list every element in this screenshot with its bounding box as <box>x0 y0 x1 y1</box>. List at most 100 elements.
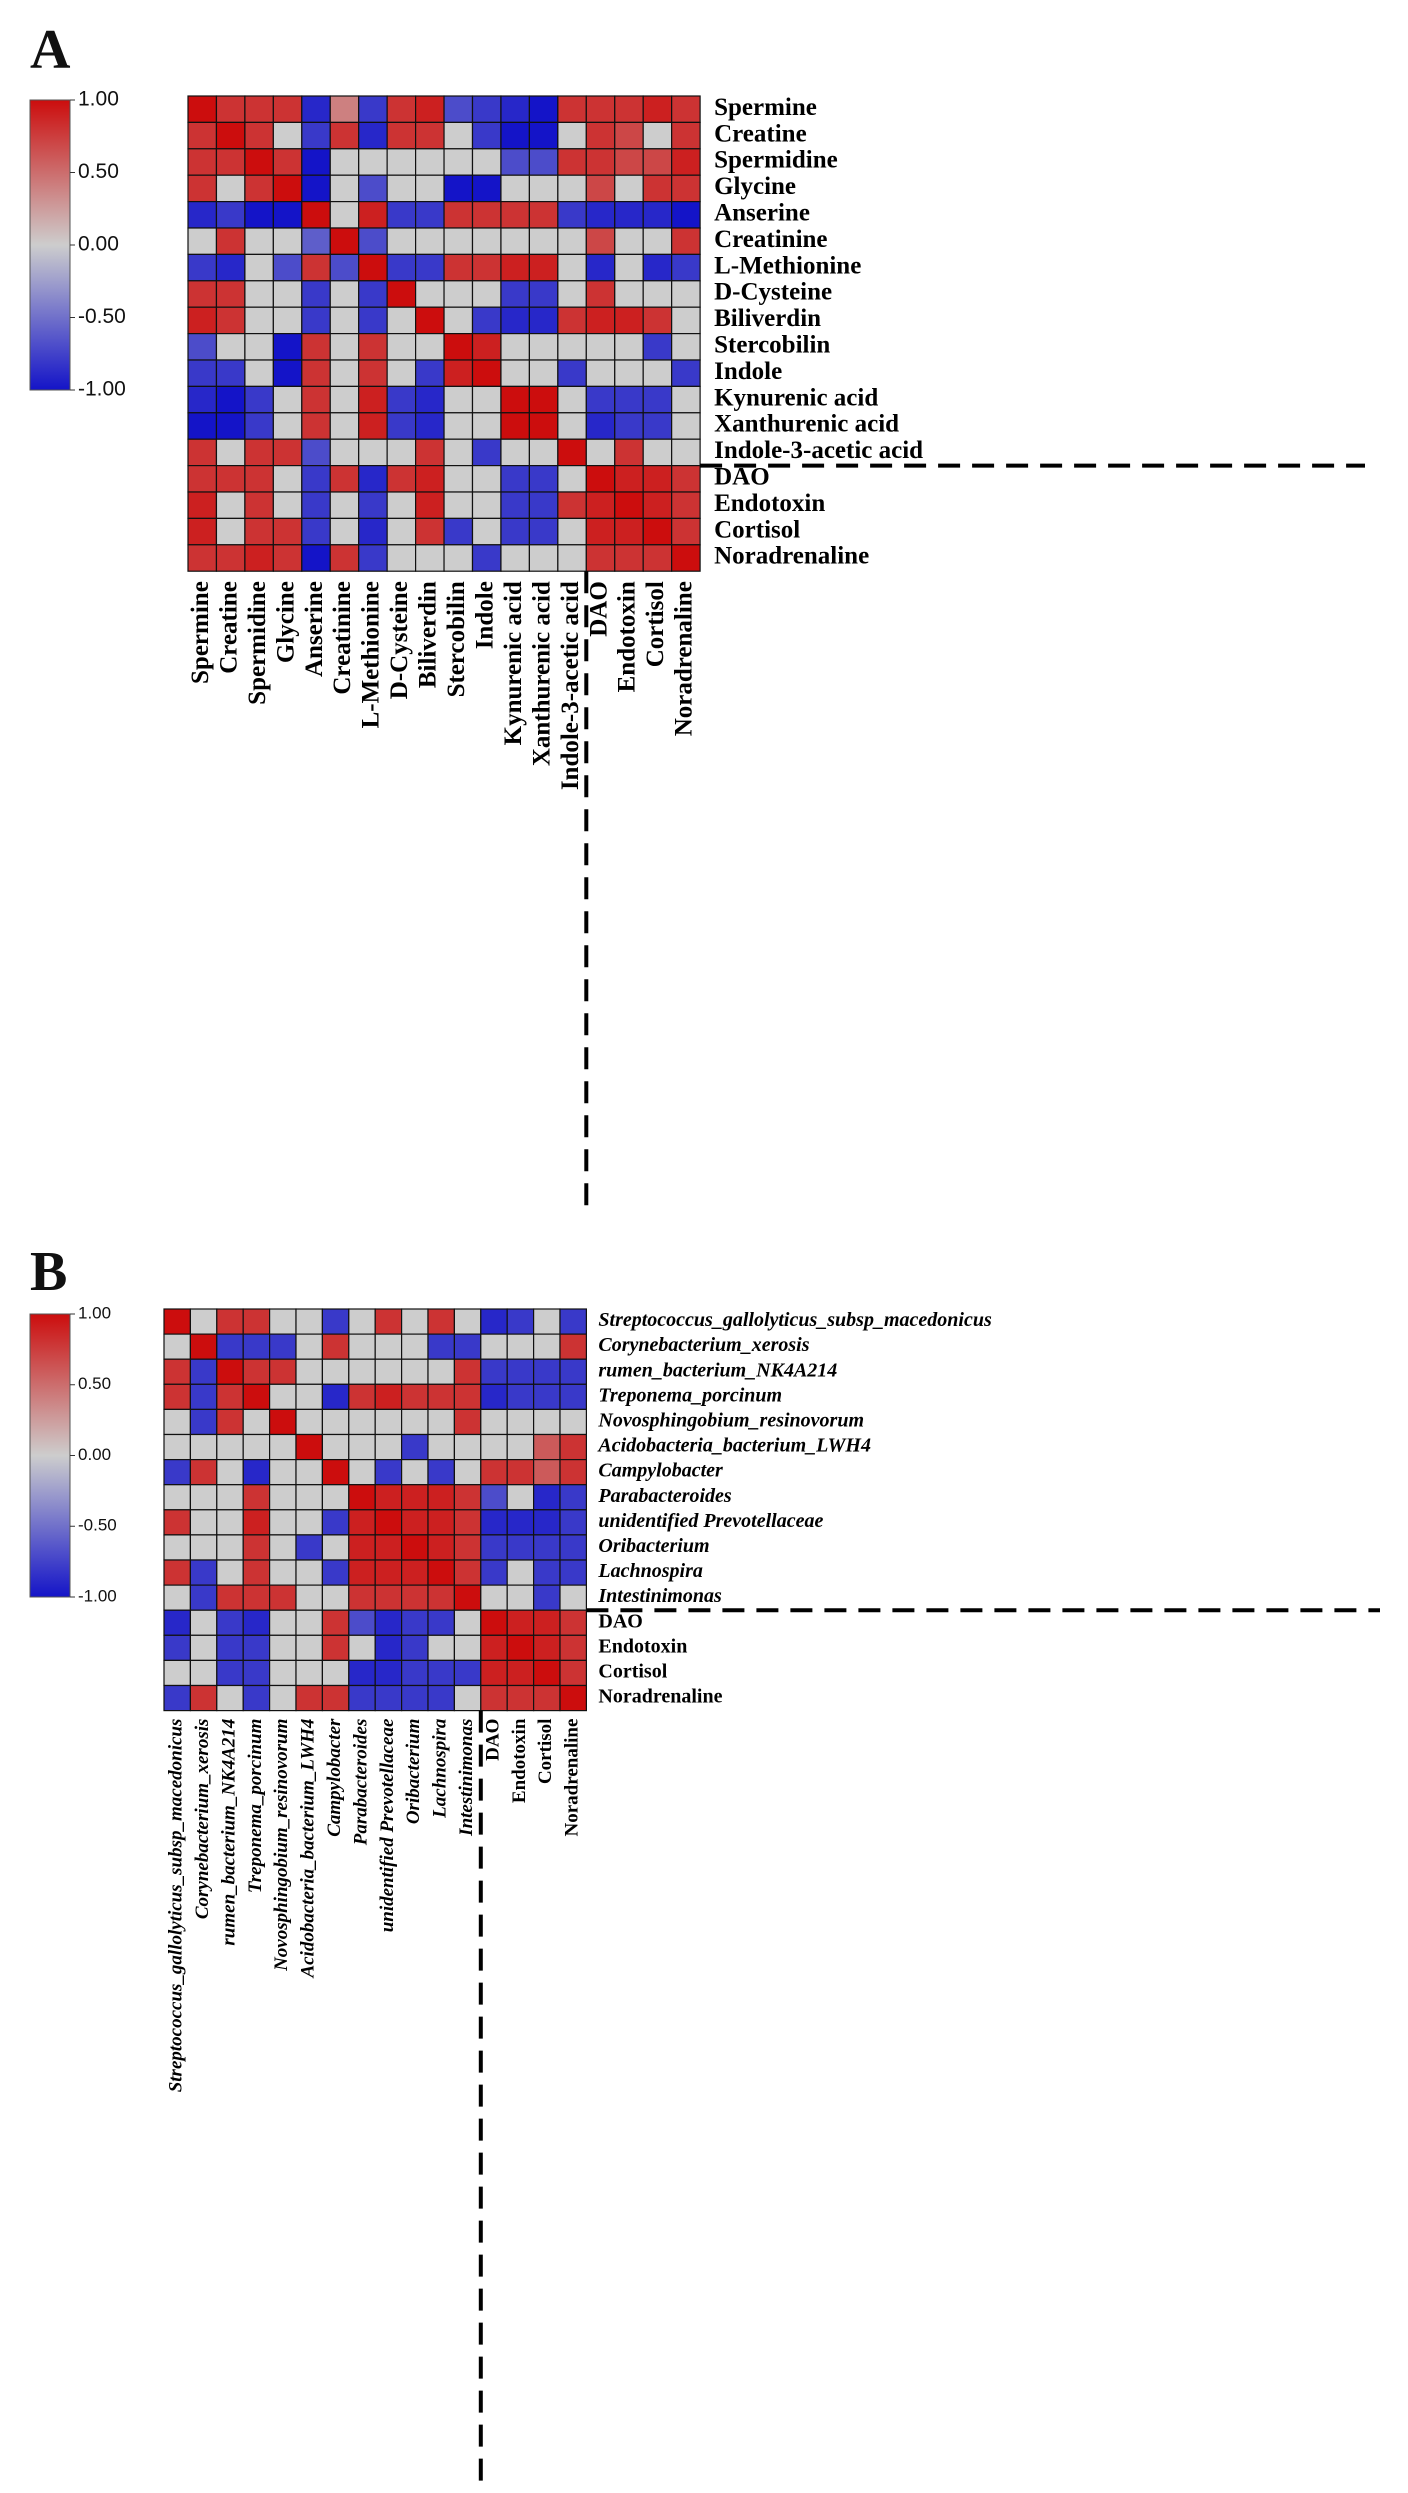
heatmap-cell-b-9-11 <box>453 1534 482 1561</box>
heatmap-cell-b-10-10 <box>427 1559 455 1586</box>
heatmap-cell-b-7-5 <box>295 1484 323 1511</box>
heatmap-cell-a-7-17 <box>671 280 701 308</box>
heatmap-cell-a-9-4 <box>301 333 331 361</box>
heatmap-cell-a-1-11 <box>500 121 531 150</box>
heatmap-cell-a-0-5 <box>329 95 360 123</box>
heatmap-cell-b-1-7 <box>348 1333 376 1360</box>
heatmap-cell-a-0-6 <box>358 95 388 123</box>
col-label-a-dao: DAO <box>585 581 612 637</box>
heatmap-cell-b-7-9 <box>401 1484 429 1511</box>
heatmap-cell-a-6-11 <box>500 253 531 282</box>
heatmap-cell-a-3-7 <box>386 174 417 203</box>
heatmap-cell-a-2-11 <box>500 148 531 176</box>
heatmap-cell-b-5-10 <box>427 1433 455 1461</box>
heatmap-cell-a-5-6 <box>358 227 388 255</box>
heatmap-cell-a-9-17 <box>671 333 701 361</box>
heatmap-cell-a-4-9 <box>443 201 474 229</box>
heatmap-cell-a-1-0 <box>187 121 218 150</box>
heatmap-cell-b-15-4 <box>269 1684 297 1712</box>
heatmap-cell-a-9-2 <box>244 333 274 361</box>
heatmap-cell-b-9-7 <box>348 1534 376 1561</box>
heatmap-cell-a-12-7 <box>386 412 417 440</box>
heatmap-cell-b-1-11 <box>453 1333 482 1360</box>
row-label-a-xanthurenic-acid: Xanthurenic acid <box>714 411 899 438</box>
heatmap-cell-a-14-2 <box>244 465 274 493</box>
col-label-b-rumen-bacterium-nk4a214: rumen_bacterium_NK4A214 <box>218 1719 239 1946</box>
heatmap-cell-a-5-10 <box>471 227 502 255</box>
heatmap-cell-a-7-8 <box>415 280 445 308</box>
heatmap-cell-a-8-14 <box>585 306 616 335</box>
heatmap-cell-a-9-10 <box>471 333 502 361</box>
row-label-a-d-cysteine: D-Cysteine <box>714 279 832 306</box>
heatmap-cell-a-13-1 <box>215 438 246 467</box>
heatmap-cell-a-9-5 <box>329 333 360 361</box>
heatmap-cell-a-10-10 <box>471 359 502 387</box>
heatmap-cell-b-9-5 <box>295 1534 323 1561</box>
heatmap-cell-a-9-3 <box>272 333 303 361</box>
heatmap-cell-a-5-7 <box>386 227 417 255</box>
heatmap-cell-a-15-3 <box>272 491 303 519</box>
heatmap-cell-a-4-5 <box>329 201 360 229</box>
heatmap-cell-a-6-7 <box>386 253 417 282</box>
heatmap-cell-b-0-7 <box>348 1308 376 1335</box>
heatmap-cell-b-9-0 <box>163 1534 191 1561</box>
heatmap-cell-b-14-4 <box>269 1659 297 1687</box>
panel-a-heatmap: SpermineCreatineSpermidineGlycineAnserin… <box>187 94 1365 1215</box>
heatmap-cell-a-15-7 <box>386 491 417 519</box>
heatmap-cell-a-16-15 <box>614 517 644 546</box>
col-label-b-novosphingobium-resinovorum: Novosphingobium_resinovorum <box>271 1719 292 1972</box>
heatmap-cell-a-10-11 <box>500 359 531 387</box>
heatmap-cell-b-1-2 <box>216 1333 244 1360</box>
colorbar-tick-label-b-0: 1.00 <box>78 1303 111 1322</box>
row-label-a-indole-3-acetic-acid: Indole-3-acetic acid <box>714 437 923 464</box>
heatmap-cell-b-2-11 <box>453 1358 482 1385</box>
heatmap-cell-a-17-16 <box>642 544 673 572</box>
heatmap-cell-b-9-6 <box>321 1534 350 1561</box>
heatmap-cell-a-3-1 <box>215 174 246 203</box>
heatmap-cell-a-0-2 <box>244 95 274 123</box>
heatmap-cell-a-4-14 <box>585 201 616 229</box>
heatmap-cell-a-5-9 <box>443 227 474 255</box>
heatmap-cell-a-15-0 <box>187 491 218 519</box>
heatmap-cell-a-7-15 <box>614 280 644 308</box>
heatmap-cell-a-6-15 <box>614 253 644 282</box>
heatmap-cell-b-0-11 <box>453 1308 482 1335</box>
heatmap-cell-b-15-3 <box>242 1684 271 1712</box>
heatmap-cell-a-1-16 <box>642 121 673 150</box>
heatmap-cell-b-15-0 <box>163 1684 191 1712</box>
heatmap-cell-a-14-14 <box>585 465 616 493</box>
heatmap-cell-a-7-14 <box>585 280 616 308</box>
heatmap-cell-b-14-5 <box>295 1659 323 1687</box>
panel-b-heatmap: Streptococcus_gallolyticus_subsp_macedon… <box>163 1308 1380 2485</box>
heatmap-cell-a-17-1 <box>215 544 246 572</box>
heatmap-cell-a-13-4 <box>301 438 331 467</box>
panel-b-colorbar: 1.00 0.50 0.00 -0.50 -1.00 <box>29 1303 117 1605</box>
heatmap-cell-a-3-8 <box>415 174 445 203</box>
heatmap-cell-a-11-14 <box>585 385 616 414</box>
heatmap-cell-b-4-13 <box>506 1408 535 1436</box>
row-label-b-unidentified-prevotellaceae: unidentified Prevotellaceae <box>598 1510 823 1532</box>
heatmap-cell-b-14-3 <box>242 1659 271 1687</box>
row-label-a-creatine: Creatine <box>714 120 807 147</box>
heatmap-cell-b-2-2 <box>216 1358 244 1385</box>
heatmap-cell-b-8-11 <box>453 1509 482 1536</box>
heatmap-cell-a-12-5 <box>329 412 360 440</box>
heatmap-cell-a-6-10 <box>471 253 502 282</box>
heatmap-cell-b-5-6 <box>321 1433 350 1461</box>
panel-b: B 1.00 0.50 0.00 -0.50 -1.00 Streptococcus_g… <box>29 1241 1380 2485</box>
heatmap-cell-a-0-15 <box>614 95 644 123</box>
heatmap-cell-b-6-13 <box>506 1458 535 1486</box>
heatmap-cell-a-16-4 <box>301 517 331 546</box>
colorbar-gradient-b <box>29 1313 71 1598</box>
heatmap-cell-b-1-13 <box>506 1333 535 1360</box>
heatmap-cell-a-8-13 <box>557 306 587 335</box>
heatmap-cell-b-5-12 <box>480 1433 508 1461</box>
row-label-a-biliverdin: Biliverdin <box>714 305 821 332</box>
heatmap-cell-a-10-0 <box>187 359 218 387</box>
heatmap-cell-a-17-4 <box>301 544 331 572</box>
heatmap-cell-a-17-10 <box>471 544 502 572</box>
heatmap-cell-a-11-11 <box>500 385 531 414</box>
heatmap-cell-b-9-3 <box>242 1534 271 1561</box>
heatmap-cell-a-13-12 <box>528 438 559 467</box>
heatmap-cell-b-12-8 <box>374 1609 403 1636</box>
